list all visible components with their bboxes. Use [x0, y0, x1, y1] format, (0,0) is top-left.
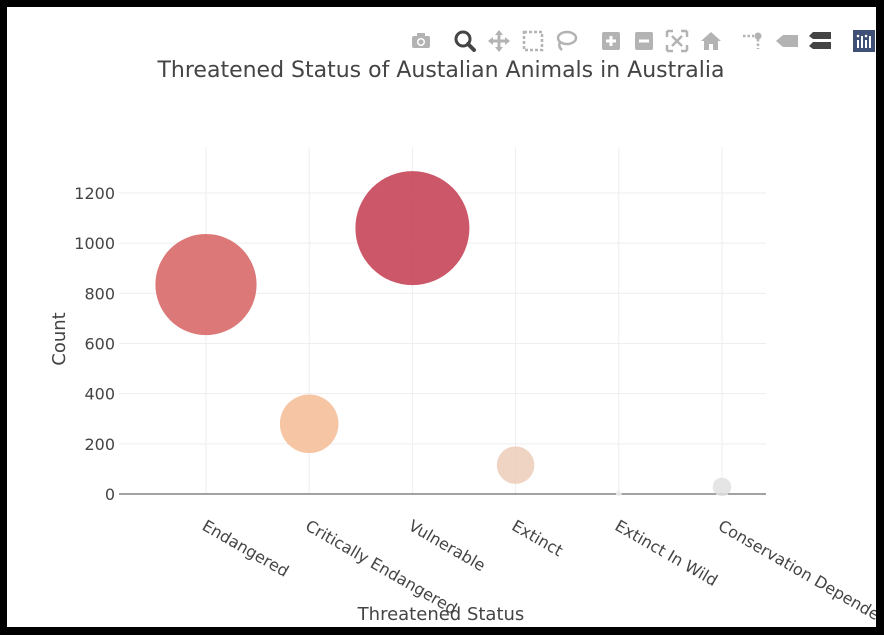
bubble-marker[interactable] — [155, 233, 257, 336]
y-tick-label: 1200 — [74, 184, 115, 203]
y-tick-label: 1000 — [74, 234, 115, 253]
plotly-logo-icon[interactable] — [850, 27, 876, 55]
bubble-series[interactable] — [155, 171, 732, 497]
bubble-marker[interactable] — [496, 446, 535, 484]
y-tick-label: 200 — [84, 435, 115, 454]
y-tick-label: 600 — [84, 335, 115, 354]
bubble-marker[interactable] — [615, 490, 622, 497]
hover-closest-icon[interactable] — [773, 27, 801, 55]
chart-frame: 0 200 400 600 800 1000 1200 Endangered Critical… — [7, 7, 876, 627]
y-tick-labels: 0 200 400 600 800 1000 1200 — [74, 184, 115, 504]
x-tick-label: Vulnerable — [405, 516, 488, 575]
x-tick-label: Extinct — [509, 516, 567, 560]
zoom-in-icon[interactable] — [597, 27, 625, 55]
y-tick-label: 400 — [84, 385, 115, 404]
camera-icon[interactable] — [407, 27, 435, 55]
plot-area: 0 200 400 600 800 1000 1200 Endangered Critical… — [49, 58, 876, 627]
bubble-marker[interactable] — [355, 171, 470, 286]
pan-icon[interactable] — [485, 27, 513, 55]
x-axis-title: Threatened Status — [357, 604, 525, 625]
chart-title: Threatened Status of Austalian Animals i… — [156, 58, 724, 83]
bubble-marker[interactable] — [279, 394, 339, 454]
y-tick-label: 0 — [105, 485, 115, 504]
box-select-icon[interactable] — [519, 27, 547, 55]
zoom-icon[interactable] — [451, 27, 479, 55]
spike-lines-icon[interactable] — [739, 27, 767, 55]
x-tick-label: Extinct In Wild — [612, 516, 721, 590]
zoom-out-icon[interactable] — [630, 27, 658, 55]
x-tick-label: Endangered — [199, 516, 292, 581]
x-tick-label: Conservation Dependent — [715, 516, 876, 627]
lasso-select-icon[interactable] — [552, 27, 580, 55]
x-gridlines — [205, 147, 723, 494]
y-axis-title: Count — [49, 312, 70, 365]
reset-axes-icon[interactable] — [697, 27, 725, 55]
y-tick-label: 800 — [84, 284, 115, 303]
x-tick-labels: Endangered Critically EndangeredVulnerabl… — [199, 516, 876, 627]
bubble-marker[interactable] — [712, 477, 732, 497]
autoscale-icon[interactable] — [663, 27, 691, 55]
hover-compare-icon[interactable] — [806, 27, 834, 55]
